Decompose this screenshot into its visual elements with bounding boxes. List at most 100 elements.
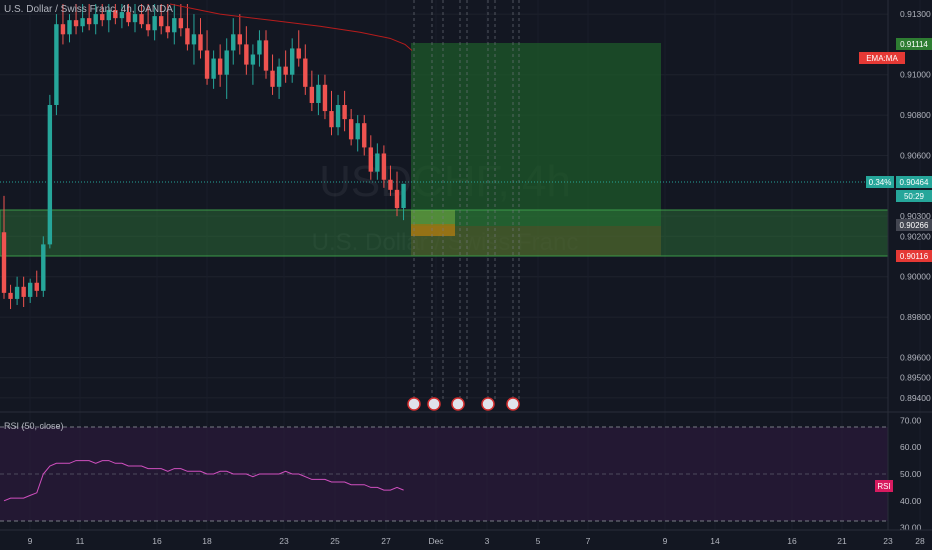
candle[interactable] xyxy=(126,4,131,27)
candle[interactable] xyxy=(139,4,144,29)
candle[interactable] xyxy=(388,165,393,196)
ema-badge-label: EMA:MA xyxy=(866,54,898,63)
last-price-label: 0.90464 xyxy=(900,178,929,187)
candle-body xyxy=(401,183,406,209)
candle[interactable] xyxy=(21,276,26,307)
candle[interactable] xyxy=(191,14,197,65)
candle[interactable] xyxy=(60,4,66,45)
candle[interactable] xyxy=(113,4,118,25)
ema-badge xyxy=(859,52,905,64)
candle[interactable] xyxy=(198,18,203,59)
candle[interactable] xyxy=(80,4,85,33)
candle[interactable] xyxy=(296,30,301,67)
candle[interactable] xyxy=(132,4,138,33)
candle[interactable] xyxy=(217,44,223,87)
economic-event-icon[interactable] xyxy=(427,397,441,411)
candle[interactable] xyxy=(335,94,341,136)
candle[interactable] xyxy=(145,4,151,37)
candle-body xyxy=(132,14,138,23)
candle[interactable] xyxy=(309,70,315,112)
candle[interactable] xyxy=(106,4,111,33)
candle[interactable] xyxy=(224,38,229,99)
event-flag-icon xyxy=(427,397,441,411)
candle-body xyxy=(198,34,203,51)
time-tick-label: 16 xyxy=(152,536,162,546)
candle[interactable] xyxy=(14,276,20,305)
candle[interactable] xyxy=(237,14,242,55)
candle[interactable] xyxy=(342,90,347,132)
rsi-title[interactable]: RSI (50, close) xyxy=(4,421,64,431)
candles[interactable] xyxy=(1,4,406,310)
time-tick-label: 21 xyxy=(837,536,847,546)
candle-body xyxy=(224,50,229,75)
candle[interactable] xyxy=(231,18,236,65)
rsi-tick-label: 30.00 xyxy=(900,523,922,533)
candle[interactable] xyxy=(401,183,406,221)
candle[interactable] xyxy=(8,284,13,310)
price-axis[interactable]: 0.913000.910000.908000.906000.903000.902… xyxy=(900,9,931,403)
candle[interactable] xyxy=(257,30,262,67)
candle[interactable] xyxy=(348,109,354,146)
candle[interactable] xyxy=(263,30,269,79)
candle[interactable] xyxy=(244,26,249,75)
economic-event-icon[interactable] xyxy=(407,397,421,411)
candle[interactable] xyxy=(119,4,125,29)
loss-zone[interactable] xyxy=(411,226,661,256)
candle[interactable] xyxy=(368,135,373,180)
candle[interactable] xyxy=(290,38,295,83)
candle[interactable] xyxy=(47,94,53,249)
candle-body xyxy=(348,119,354,140)
candle[interactable] xyxy=(283,50,288,83)
candle[interactable] xyxy=(28,278,33,303)
candle[interactable] xyxy=(204,30,210,85)
stop-price-badge xyxy=(896,250,932,262)
candle[interactable] xyxy=(211,50,216,89)
candle[interactable] xyxy=(34,270,39,297)
candle-body xyxy=(270,70,275,87)
candle[interactable] xyxy=(67,14,72,43)
candle[interactable] xyxy=(185,4,190,51)
candle[interactable] xyxy=(159,4,164,35)
chart-title[interactable]: U.S. Dollar / Swiss Franc, 4h, OANDA xyxy=(4,4,173,15)
candle[interactable] xyxy=(375,143,380,180)
economic-event-icon[interactable] xyxy=(481,397,495,411)
candle[interactable] xyxy=(93,4,98,35)
candle-body xyxy=(381,153,387,180)
candle[interactable] xyxy=(172,4,177,45)
event-icons[interactable] xyxy=(407,397,520,411)
candle[interactable] xyxy=(86,4,92,31)
candle[interactable] xyxy=(303,44,308,95)
candle[interactable] xyxy=(178,4,184,37)
support-zone[interactable] xyxy=(0,209,889,257)
candle[interactable] xyxy=(316,74,321,116)
candle[interactable] xyxy=(41,236,46,297)
time-axis[interactable]: 9 11 16 18 23 25 27 Dec 3 5 7 9 14 16 21 23 28 xyxy=(28,536,925,546)
candle[interactable] xyxy=(73,4,79,35)
candle[interactable] xyxy=(152,4,157,41)
candle[interactable] xyxy=(276,58,282,99)
economic-event-icon[interactable] xyxy=(506,397,520,411)
candle[interactable] xyxy=(165,4,170,39)
candle[interactable] xyxy=(250,44,256,85)
candle-body xyxy=(276,66,282,87)
time-tick-label: 16 xyxy=(787,536,797,546)
economic-event-icon[interactable] xyxy=(451,397,465,411)
candle[interactable] xyxy=(362,115,367,156)
candle[interactable] xyxy=(100,4,105,27)
candle-body xyxy=(113,10,118,19)
candle-body xyxy=(316,84,321,103)
candle[interactable] xyxy=(270,54,275,95)
candle[interactable] xyxy=(1,195,7,299)
candle[interactable] xyxy=(394,171,400,217)
candle[interactable] xyxy=(54,14,59,116)
stop-price-label: 0.90116 xyxy=(900,252,929,261)
rsi-axis[interactable]: 70.00 60.00 50.00 40.00 30.00 xyxy=(900,415,922,532)
candle[interactable] xyxy=(322,74,328,120)
time-tick-label: 11 xyxy=(76,536,85,546)
profit-zone[interactable] xyxy=(411,43,661,226)
candle[interactable] xyxy=(355,115,360,152)
candle[interactable] xyxy=(329,90,334,136)
candle[interactable] xyxy=(381,145,387,188)
candle-body xyxy=(329,111,334,128)
